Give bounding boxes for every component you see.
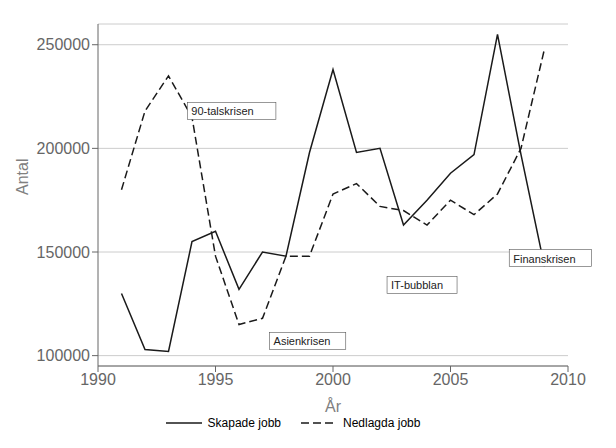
svg-text:Antal: Antal bbox=[14, 159, 31, 195]
svg-text:2000: 2000 bbox=[315, 371, 351, 388]
svg-text:200000: 200000 bbox=[37, 140, 90, 157]
svg-text:90-talskrisen: 90-talskrisen bbox=[191, 105, 253, 117]
svg-text:År: År bbox=[325, 397, 342, 415]
svg-text:1995: 1995 bbox=[198, 371, 234, 388]
svg-text:100000: 100000 bbox=[37, 347, 90, 364]
html-text:Skapade jobb: Skapade jobb bbox=[207, 416, 281, 430]
svg-text:Asienkrisen: Asienkrisen bbox=[274, 335, 331, 347]
svg-text:150000: 150000 bbox=[37, 244, 90, 261]
svg-text:2005: 2005 bbox=[433, 371, 469, 388]
svg-text:250000: 250000 bbox=[37, 36, 90, 53]
svg-text:Finanskrisen: Finanskrisen bbox=[513, 253, 575, 265]
svg-text:1990: 1990 bbox=[80, 371, 116, 388]
svg-text:2010: 2010 bbox=[550, 371, 586, 388]
svg-text:IT-bubblan: IT-bubblan bbox=[391, 279, 443, 291]
html-text:Nedlagda jobb: Nedlagda jobb bbox=[343, 416, 421, 430]
